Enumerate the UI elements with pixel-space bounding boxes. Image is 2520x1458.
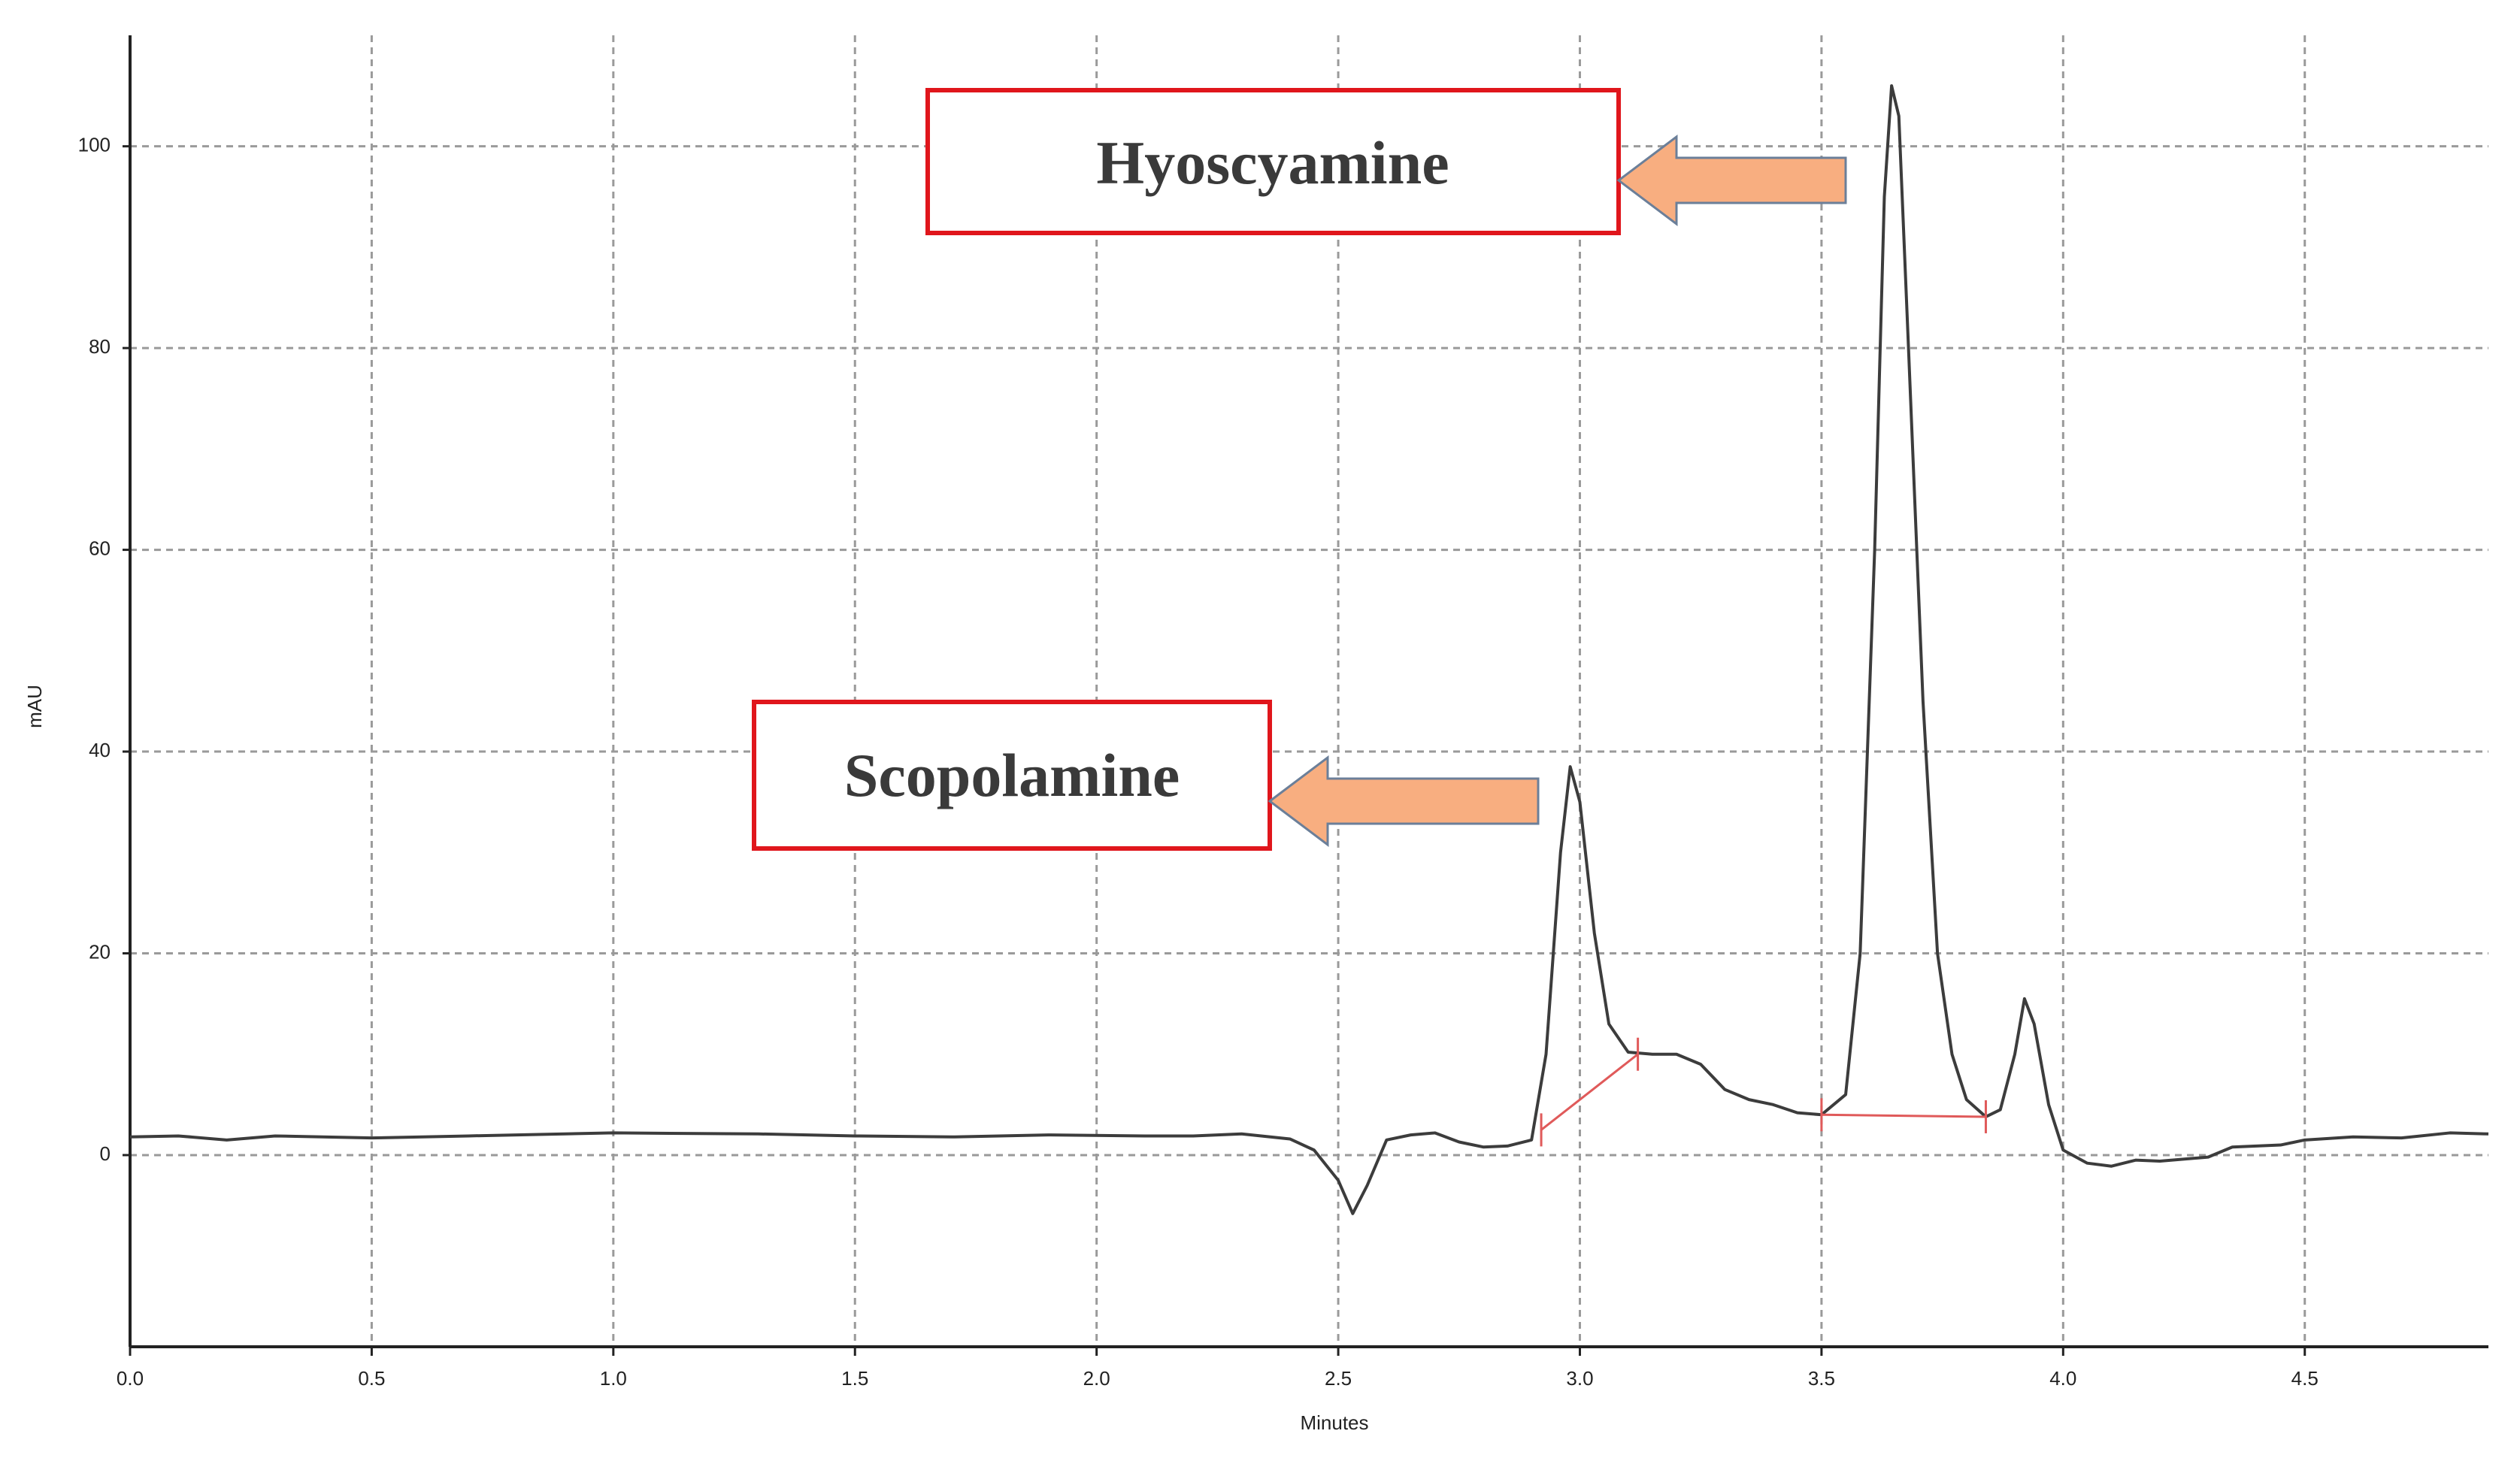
annotations: Hyoscyamine Scopolamine: [752, 88, 1847, 851]
annotation: Scopolamine: [844, 741, 1180, 809]
x-tick-label: 4.5: [2291, 1367, 2319, 1390]
y-tick-label: 40: [89, 739, 111, 761]
x-tick-label: 1.0: [600, 1367, 627, 1390]
x-tick-label: 2.5: [1325, 1367, 1352, 1390]
x-tick-label: 1.5: [841, 1367, 868, 1390]
y-tick-label: 0: [100, 1142, 111, 1165]
y-tick-label: 100: [78, 134, 111, 156]
x-tick-label: 2.0: [1083, 1367, 1110, 1390]
x-tick-label: 0.5: [358, 1367, 385, 1390]
annotation: Hyoscyamine: [1096, 129, 1449, 197]
arrow: [1616, 134, 1847, 227]
y-axis-label: mAU: [23, 685, 46, 728]
x-tick-label: 3.5: [1808, 1367, 1835, 1390]
x-tick-label: 4.0: [2049, 1367, 2076, 1390]
integration-baseline: [1821, 1113, 1986, 1118]
annotation-box: [925, 88, 1621, 235]
y-tick-label: 80: [89, 335, 111, 358]
annotation-box: [752, 700, 1272, 851]
y-tick-label: 20: [89, 940, 111, 963]
x-tick-label: 3.0: [1566, 1367, 1593, 1390]
y-tick-label: 60: [89, 537, 111, 559]
trace: [129, 84, 2489, 1215]
arrow: [1268, 755, 1540, 848]
x-axis-label: Minutes: [1300, 1411, 1368, 1434]
x-tick-label: 0.0: [117, 1367, 144, 1390]
integration-baseline: [1540, 1053, 1639, 1131]
